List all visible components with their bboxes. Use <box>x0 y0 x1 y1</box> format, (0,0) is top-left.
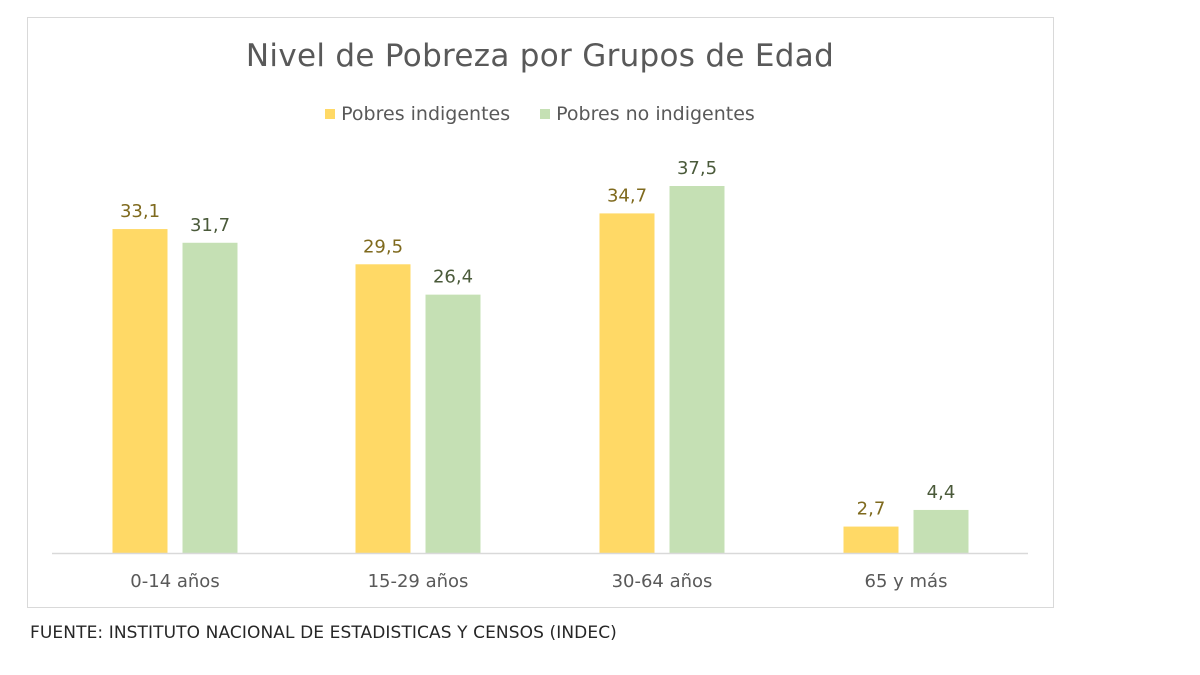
legend-label-no-indigentes: Pobres no indigentes <box>556 103 755 125</box>
x-tick-label: 65 y más <box>865 571 948 592</box>
data-label: 31,7 <box>190 215 230 236</box>
data-label: 34,7 <box>607 185 647 206</box>
bar-indigentes-3 <box>843 526 899 553</box>
chart-title: Nivel de Pobreza por Grupos de Edad <box>245 38 835 74</box>
x-tick-label: 0-14 años <box>130 571 219 592</box>
x-tick-label: 15-29 años <box>368 571 469 592</box>
bar-no-indigentes-0 <box>182 242 238 553</box>
bar-indigentes-2 <box>599 213 655 554</box>
data-label: 4,4 <box>927 482 956 503</box>
data-label: 2,7 <box>857 499 886 520</box>
data-label: 26,4 <box>433 267 473 288</box>
bar-indigentes-1 <box>355 264 411 553</box>
bar-no-indigentes-1 <box>425 294 481 553</box>
data-label: 37,5 <box>677 158 717 179</box>
legend-item-pobres-indigentes: Pobres indigentes <box>325 103 510 125</box>
bar-no-indigentes-2 <box>669 186 725 553</box>
legend-swatch-indigentes <box>325 109 336 119</box>
legend-item-pobres-no-indigentes: Pobres no indigentes <box>540 103 755 125</box>
legend-swatch-no-indigentes <box>540 109 551 119</box>
data-label: 33,1 <box>120 201 160 222</box>
legend-label-indigentes: Pobres indigentes <box>341 103 511 125</box>
data-label: 29,5 <box>363 236 403 257</box>
x-tick-label: 30-64 años <box>612 571 713 592</box>
chart-legend: Pobres indigentes Pobres no indigentes <box>0 103 1080 125</box>
bar-indigentes-0 <box>112 229 168 553</box>
source-note: FUENTE: INSTITUTO NACIONAL DE ESTADISTIC… <box>30 623 617 643</box>
bar-no-indigentes-3 <box>913 509 969 553</box>
